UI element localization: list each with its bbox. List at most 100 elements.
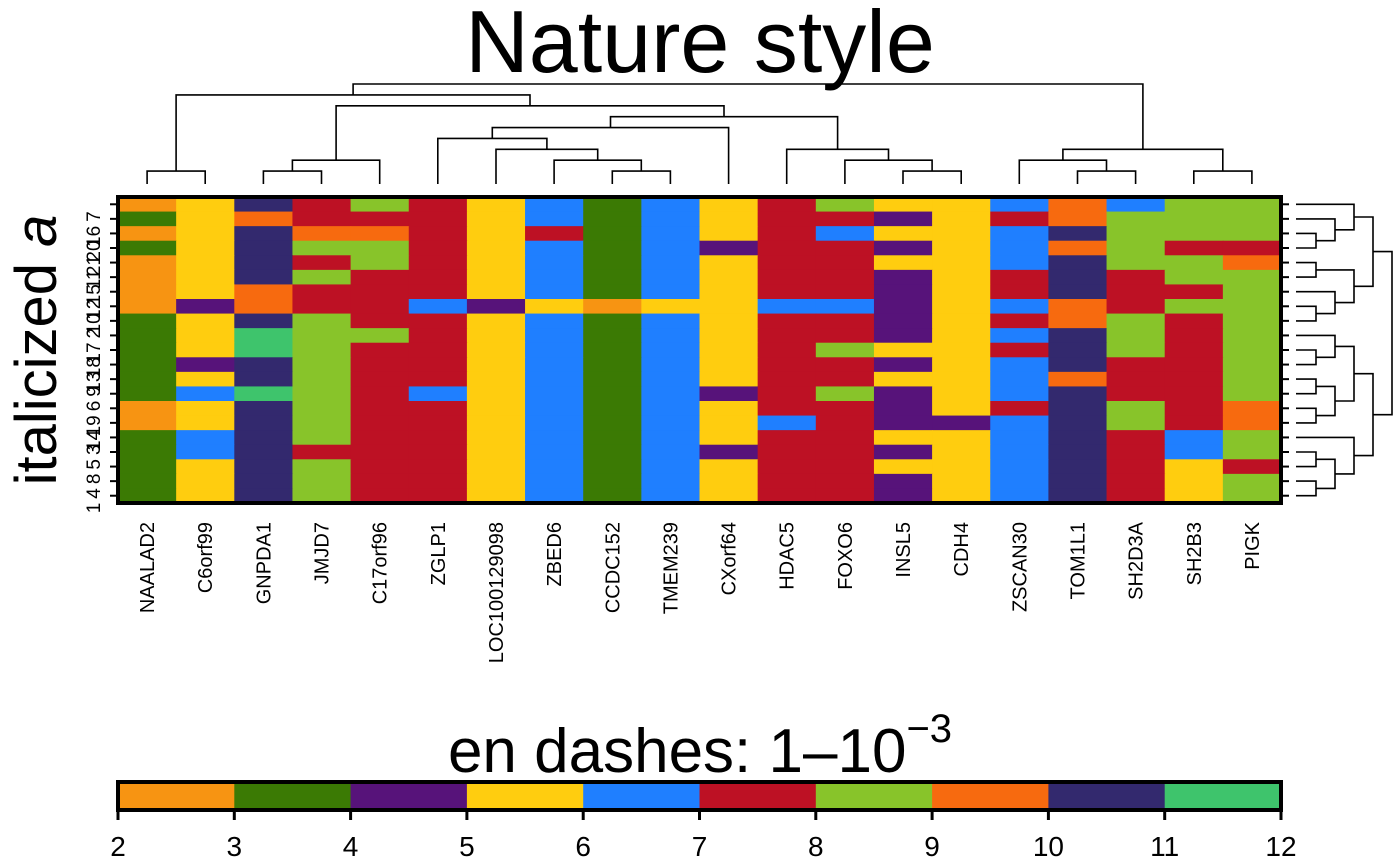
heatmap-cell xyxy=(583,430,642,446)
heatmap-cell xyxy=(1106,401,1166,417)
heatmap-cell xyxy=(641,357,701,373)
heatmap-cell xyxy=(873,415,933,431)
heatmap-cell xyxy=(466,459,526,475)
heatmap-cell xyxy=(641,284,701,300)
heatmap-cell xyxy=(641,240,701,256)
heatmap-cell xyxy=(292,211,352,227)
heatmap-cell xyxy=(699,269,759,286)
heatmap-cell xyxy=(466,401,526,417)
heatmap-cell xyxy=(234,473,294,490)
column-dendrogram xyxy=(146,83,1253,184)
dendrogram-branch xyxy=(1296,349,1317,366)
heatmap-cell xyxy=(873,459,933,475)
heatmap-cell xyxy=(525,444,584,460)
heatmap-cell xyxy=(350,444,410,460)
color-key-swatch xyxy=(118,782,235,810)
heatmap-cell xyxy=(583,401,642,417)
heatmap-cell xyxy=(118,459,177,475)
heatmap-cell xyxy=(466,488,526,504)
row-dendrogram xyxy=(1296,203,1393,497)
heatmap-cell xyxy=(641,444,701,460)
dendrogram-branch xyxy=(611,170,672,184)
row-label: 21 xyxy=(84,255,105,276)
heatmap-cell xyxy=(292,342,352,358)
heatmap-cell xyxy=(292,299,352,315)
heatmap-cell xyxy=(234,226,294,242)
heatmap-cell xyxy=(234,313,294,329)
heatmap-cell xyxy=(118,371,177,388)
heatmap-cell xyxy=(699,415,759,431)
heatmap-cell xyxy=(1106,342,1166,358)
heatmap-cell xyxy=(1222,240,1282,256)
heatmap-cell xyxy=(932,313,991,329)
heatmap-cell xyxy=(583,284,642,300)
heatmap-cell xyxy=(1106,328,1166,344)
heatmap-cell xyxy=(641,255,701,271)
heatmap-cell xyxy=(176,328,235,344)
heatmap-cell xyxy=(525,269,584,286)
heatmap-cell xyxy=(118,342,177,358)
dendrogram-branch xyxy=(1296,232,1317,249)
heatmap-cell xyxy=(176,284,235,300)
heatmap-cell xyxy=(1164,444,1224,460)
heatmap-cell xyxy=(757,415,817,431)
chart-title: Nature style xyxy=(465,0,935,91)
color-key-title-superscript: −3 xyxy=(906,707,952,751)
heatmap-cell xyxy=(1164,328,1224,344)
heatmap-cell xyxy=(873,473,933,490)
heatmap-cell xyxy=(815,430,875,446)
column-label: INSL5 xyxy=(893,522,915,578)
heatmap-cell xyxy=(1048,357,1108,373)
heatmap-cell xyxy=(1048,255,1108,271)
heatmap-cell xyxy=(408,488,468,504)
row-label: 1 xyxy=(84,503,105,514)
heatmap-cell xyxy=(1106,473,1166,490)
heatmap-cell xyxy=(1048,211,1108,227)
heatmap-cell xyxy=(932,488,991,504)
heatmap-cell xyxy=(641,415,701,431)
row-label: 2 xyxy=(84,328,105,339)
column-label: CDH4 xyxy=(951,522,973,576)
heatmap-cell xyxy=(699,444,759,460)
heatmap-cell xyxy=(932,197,991,213)
color-key-title: en dashes: 1–10−3 xyxy=(448,707,952,786)
heatmap-cell xyxy=(466,357,526,373)
dendrogram-branch xyxy=(1316,458,1336,490)
heatmap-cell xyxy=(1222,197,1282,213)
heatmap-cell xyxy=(466,386,526,402)
heatmap-cell xyxy=(234,415,294,431)
heatmap-cell xyxy=(1164,473,1224,490)
heatmap-cell xyxy=(408,386,468,402)
column-label: NAALAD2 xyxy=(137,522,159,613)
heatmap-cell xyxy=(1048,342,1108,358)
heatmap-cell xyxy=(1164,299,1224,315)
heatmap-cell xyxy=(1106,444,1166,460)
heatmap-cell xyxy=(118,430,177,446)
heatmap-cell xyxy=(873,299,933,315)
heatmap-cell xyxy=(1106,313,1166,329)
heatmap-cell xyxy=(932,386,991,402)
heatmap-cell xyxy=(932,269,991,286)
heatmap-cell xyxy=(932,357,991,373)
heatmap-cell xyxy=(466,444,526,460)
heatmap-cell xyxy=(990,328,1049,344)
color-key-swatch xyxy=(1048,782,1166,810)
heatmap-cell xyxy=(1106,415,1166,431)
heatmap-cell xyxy=(466,415,526,431)
heatmap-cell xyxy=(757,386,817,402)
dendrogram-branch xyxy=(553,159,643,184)
heatmap-cell xyxy=(525,430,584,446)
color-key-title-base: en dashes: 1–10 xyxy=(448,717,907,786)
heatmap-cell xyxy=(990,444,1049,460)
heatmap-cell xyxy=(118,401,177,417)
heatmap-cell xyxy=(350,473,410,490)
heatmap-cell xyxy=(350,226,410,242)
heatmap-cell xyxy=(292,430,352,446)
heatmap-cell xyxy=(990,269,1049,286)
dendrogram-branch xyxy=(902,170,962,184)
heatmap-cell xyxy=(350,211,410,227)
heatmap-cell xyxy=(118,386,177,402)
heatmap-cell xyxy=(815,313,875,329)
heatmap-cell xyxy=(873,357,933,373)
heatmap-cell xyxy=(408,415,468,431)
